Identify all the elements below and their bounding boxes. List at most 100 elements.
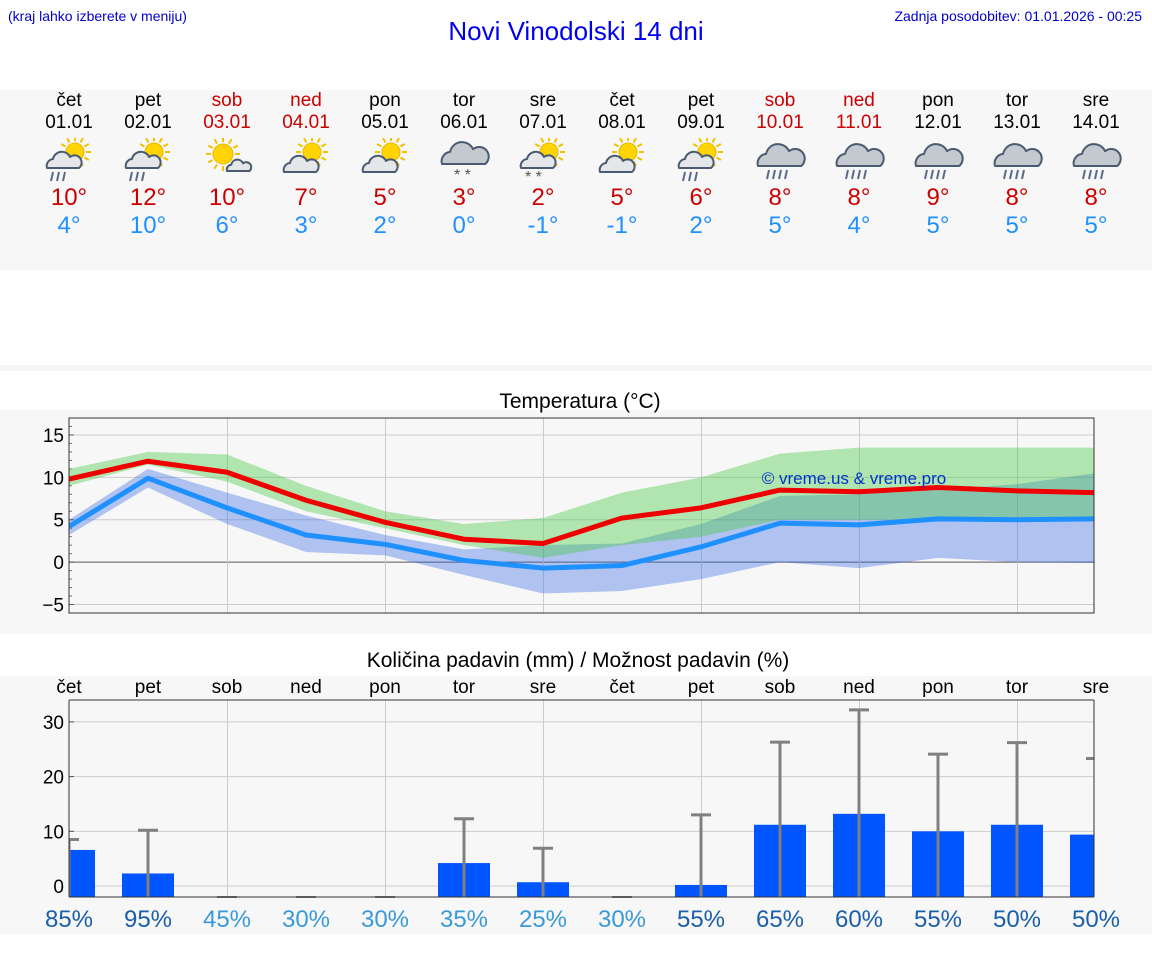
day-date: 04.01 bbox=[282, 112, 330, 133]
min-temperature: 4° bbox=[57, 212, 81, 239]
temp-bands bbox=[69, 447, 1094, 594]
precip-chart-title: Količina padavin (mm) / Možnost padavin … bbox=[367, 649, 790, 672]
day-column: čet 08.01 5° -1° bbox=[582, 90, 662, 240]
day-name: sob bbox=[764, 90, 796, 111]
day-column: ned 04.01 7° 3° bbox=[266, 90, 346, 240]
min-temperature: 10° bbox=[129, 212, 167, 239]
sun-cloud-rain-icon bbox=[45, 138, 91, 182]
day-date: 07.01 bbox=[519, 112, 567, 133]
day-column: tor 13.01 8° 5° bbox=[977, 90, 1057, 240]
min-temperature: 2° bbox=[689, 212, 713, 239]
precip-day-label: pet bbox=[688, 677, 715, 698]
temp-lines bbox=[69, 458, 1094, 571]
min-temperature: 6° bbox=[215, 212, 239, 239]
min-temperature: 2° bbox=[373, 212, 397, 239]
max-temperature: 5° bbox=[373, 184, 397, 211]
precip-ytick-label: 10 bbox=[43, 822, 64, 843]
precip-day-label: sre bbox=[530, 677, 556, 698]
day-column: pon 05.01 5° 2° bbox=[345, 90, 425, 240]
day-name: čet bbox=[609, 90, 635, 111]
min-temperature: 5° bbox=[768, 212, 792, 239]
min-temperature: 0° bbox=[452, 212, 476, 239]
max-temperature: 8° bbox=[1084, 184, 1108, 211]
svg-text:* *: * * bbox=[454, 167, 471, 184]
day-column: ned 11.01 8° 4° bbox=[819, 90, 899, 240]
day-name: tor bbox=[1005, 90, 1029, 111]
precip-bar bbox=[69, 849, 95, 897]
cloud-snow-icon: * * bbox=[440, 141, 490, 184]
precip-bars bbox=[69, 708, 1094, 898]
max-temperature: 3° bbox=[452, 184, 476, 211]
day-column: pet 02.01 12° 10° bbox=[108, 90, 188, 240]
day-name: pon bbox=[369, 90, 401, 111]
day-date: 13.01 bbox=[993, 112, 1041, 133]
day-name: ned bbox=[290, 90, 322, 111]
precip-day-label: pon bbox=[922, 677, 954, 698]
min-temp-band bbox=[69, 468, 1094, 594]
day-date: 03.01 bbox=[203, 112, 251, 133]
day-name: sre bbox=[1082, 90, 1110, 111]
max-temperature: 9° bbox=[926, 184, 950, 211]
max-temp-band bbox=[69, 447, 1094, 558]
max-temperature: 12° bbox=[129, 184, 167, 211]
min-temperature: -1° bbox=[527, 212, 559, 239]
precip-probability: 30% bbox=[598, 906, 646, 933]
page-title: Novi Vinodolski 14 dni bbox=[448, 16, 704, 46]
day-date: 12.01 bbox=[914, 112, 962, 133]
day-date: 01.01 bbox=[45, 112, 93, 133]
precip-probability: 50% bbox=[1072, 906, 1120, 933]
min-temp-line bbox=[69, 475, 1094, 571]
cloud-rain-icon bbox=[835, 143, 885, 180]
sun-cloud-icon bbox=[598, 138, 644, 173]
day-name: ned bbox=[843, 90, 875, 111]
precip-ytick-label: 0 bbox=[53, 877, 64, 898]
precip-day-label: ned bbox=[290, 677, 322, 698]
cloud-rain-icon bbox=[993, 143, 1043, 180]
cloud-rain-icon bbox=[756, 143, 806, 180]
sun-cloud-icon bbox=[361, 138, 407, 173]
temp-ytick-label: 0 bbox=[53, 553, 64, 574]
day-column: sre 14.01 8° 5° bbox=[1056, 90, 1136, 240]
sun-cloud-icon bbox=[282, 138, 328, 173]
max-temperature: 8° bbox=[768, 184, 792, 211]
precip-day-label: sob bbox=[212, 677, 243, 698]
precip-ytick-label: 20 bbox=[43, 768, 64, 789]
precip-day-label: tor bbox=[453, 677, 476, 698]
temp-ytick-label: −5 bbox=[42, 596, 64, 617]
precip-day-label: pet bbox=[135, 677, 162, 698]
min-temperature: 5° bbox=[1005, 212, 1029, 239]
cloud-rain-icon bbox=[1072, 143, 1122, 180]
sun-cloud-rain-icon bbox=[124, 138, 170, 182]
min-temperature: 4° bbox=[847, 212, 871, 239]
max-temperature: 10° bbox=[208, 184, 246, 211]
sun-cloud-snow-icon: * * bbox=[519, 138, 565, 184]
min-temperature: 5° bbox=[1084, 212, 1108, 239]
precip-probability: 55% bbox=[677, 906, 725, 933]
day-column: sre 07.01 * * 2° -1° bbox=[503, 90, 583, 240]
day-date: 11.01 bbox=[835, 112, 883, 133]
max-temperature: 8° bbox=[847, 184, 871, 211]
max-temperature: 6° bbox=[689, 184, 713, 211]
day-column: sob 03.01 10° 6° bbox=[187, 90, 267, 240]
day-date: 08.01 bbox=[598, 112, 646, 133]
min-temperature: -1° bbox=[606, 212, 638, 239]
precip-probability: 60% bbox=[835, 906, 883, 933]
day-column: čet 01.01 10° 4° bbox=[29, 90, 109, 240]
cloud-rain-icon bbox=[914, 143, 964, 180]
temp-chart-title: Temperatura (°C) bbox=[499, 390, 660, 413]
precip-ytick-label: 30 bbox=[43, 713, 64, 734]
daily-forecast-strip: čet 01.01 10° 4° pet 02.01 12° 10° sob 03.01 10° 6°… bbox=[0, 90, 1152, 270]
day-column: sob 10.01 8° 5° bbox=[740, 90, 820, 240]
precip-probability: 50% bbox=[993, 906, 1041, 933]
precip-bar bbox=[1070, 834, 1094, 897]
precip-probability: 65% bbox=[756, 906, 804, 933]
precip-day-label: sob bbox=[765, 677, 796, 698]
precip-probability: 35% bbox=[440, 906, 488, 933]
temp-frame bbox=[68, 417, 1095, 614]
day-column: pet 09.01 6° 2° bbox=[661, 90, 741, 240]
precip-probability: 95% bbox=[124, 906, 172, 933]
day-date: 06.01 bbox=[440, 112, 488, 133]
day-name: pon bbox=[922, 90, 954, 111]
divider bbox=[0, 365, 1152, 371]
